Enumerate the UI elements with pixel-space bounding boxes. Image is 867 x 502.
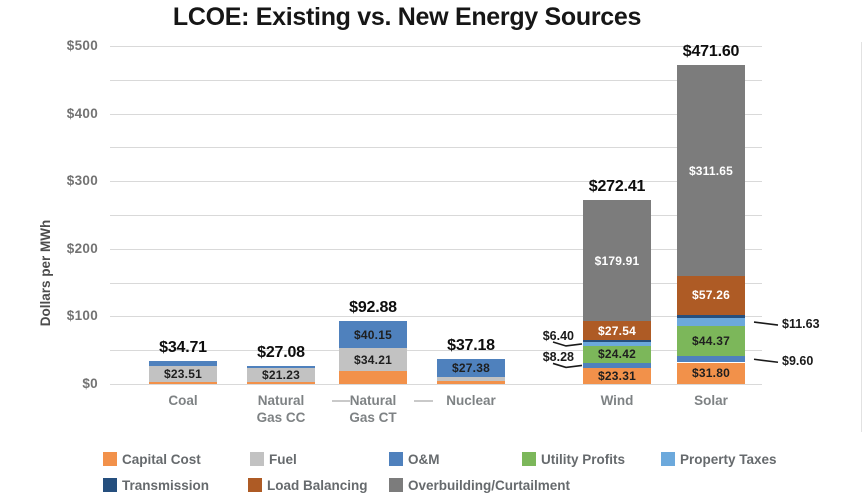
bar-segment-fuel: $34.21 <box>339 348 407 372</box>
bar-segment-fuel: $23.51 <box>149 365 217 382</box>
axis-artifact-dash-right <box>414 400 433 402</box>
bar-segment-overbuilding: $311.65 <box>677 65 745 276</box>
legend-label: Transmission <box>122 478 210 493</box>
bar-total-label: $27.08 <box>257 343 305 361</box>
chart-right-border <box>861 42 862 432</box>
gridline-250 <box>110 215 762 216</box>
legend-swatch-om <box>389 452 403 466</box>
bar-segment-load_balancing: $27.54 <box>583 321 651 341</box>
bar-segment-om <box>149 360 217 366</box>
bar-segment-om: $27.38 <box>437 358 505 378</box>
segment-value-label: $31.80 <box>692 366 730 381</box>
bar-segment-utility_profits: $24.42 <box>583 346 651 363</box>
y-axis-tick-label: $200 <box>66 240 98 256</box>
gridline-200 <box>110 248 762 250</box>
segment-value-label: $34.21 <box>354 352 392 367</box>
bar-segment-capital_cost <box>437 381 505 384</box>
callout-label: $9.60 <box>782 354 814 369</box>
bar-total-label: $272.41 <box>588 177 646 195</box>
bar-segment-transmission <box>583 340 651 342</box>
legend-swatch-transmission <box>103 478 117 492</box>
bar-segment-fuel <box>437 377 505 382</box>
segment-value-label: $40.15 <box>354 327 392 342</box>
bar-total-label: $471.60 <box>682 43 740 61</box>
segment-value-label: $23.51 <box>164 366 202 381</box>
segment-value-label: $27.54 <box>598 323 636 338</box>
bar-segment-om <box>583 362 651 369</box>
legend-swatch-capital_cost <box>103 452 117 466</box>
segment-value-label: $23.31 <box>598 369 636 384</box>
callout-label: $11.63 <box>782 317 820 332</box>
y-axis-title: Dollars per MWh <box>38 219 53 327</box>
bar-segment-om <box>247 365 315 369</box>
gridline-350 <box>110 147 762 149</box>
callout-label: $6.40 <box>542 328 574 343</box>
bar-total-label: $34.71 <box>159 338 207 356</box>
legend-swatch-overbuilding <box>389 478 403 492</box>
segment-value-label: $179.91 <box>594 253 640 268</box>
bar-segment-load_balancing: $57.26 <box>677 275 745 315</box>
bar-segment-transmission <box>677 314 745 319</box>
y-axis-tick-label: $400 <box>66 105 98 121</box>
x-axis-category-label: Natural Gas CC <box>256 393 306 425</box>
gridline-0 <box>110 384 762 385</box>
gridline-400 <box>110 113 762 115</box>
gridline-300 <box>110 181 762 183</box>
legend-label: O&M <box>408 452 440 467</box>
x-axis-category-label: Natural Gas CT <box>349 393 397 425</box>
legend-swatch-property_taxes <box>661 452 675 466</box>
x-axis-category-label: Coal <box>168 393 198 408</box>
gridline-150 <box>110 282 762 284</box>
legend-swatch-utility_profits <box>522 452 536 466</box>
segment-value-label: $24.42 <box>598 347 636 362</box>
bar-segment-property_taxes <box>583 341 651 347</box>
segment-value-label: $44.37 <box>692 334 730 348</box>
legend-label: Capital Cost <box>122 452 201 467</box>
bar-segment-capital_cost <box>149 381 217 384</box>
bar-total-label: $37.18 <box>447 336 495 354</box>
bar-segment-capital_cost <box>339 371 407 384</box>
bar-segment-property_taxes <box>677 318 745 327</box>
bar-segment-fuel: $21.23 <box>247 368 315 383</box>
x-axis-category-label: Nuclear <box>446 393 496 408</box>
bar-segment-utility_profits: $44.37 <box>677 326 745 356</box>
gridline-500 <box>110 46 762 47</box>
y-axis-tick-label: $100 <box>66 308 98 324</box>
bar-segment-om <box>677 356 745 363</box>
segment-value-label: $27.38 <box>452 361 490 376</box>
y-axis-tick-label: $300 <box>66 173 98 189</box>
legend-label: Load Balancing <box>267 478 368 493</box>
legend-label: Overbuilding/Curtailment <box>408 478 571 493</box>
gridline-450 <box>110 79 762 81</box>
bar-segment-capital_cost: $23.31 <box>583 368 651 384</box>
segment-value-label: $21.23 <box>262 368 300 383</box>
bar-segment-capital_cost: $31.80 <box>677 362 745 384</box>
gridline-50 <box>110 350 762 352</box>
legend-swatch-load_balancing <box>248 478 262 492</box>
bar-segment-overbuilding: $179.91 <box>583 199 651 322</box>
bar-segment-om: $40.15 <box>339 321 407 349</box>
x-axis-category-label: Solar <box>694 393 728 408</box>
legend-swatch-fuel <box>250 452 264 466</box>
gridline-100 <box>110 316 762 318</box>
legend-label: Fuel <box>269 452 297 467</box>
legend-label: Property Taxes <box>680 452 777 467</box>
y-axis-tick-label: $0 <box>82 376 98 391</box>
segment-value-label: $57.26 <box>692 288 730 303</box>
y-axis-tick-label: $500 <box>66 38 98 53</box>
bar-segment-capital_cost <box>247 382 315 384</box>
segment-value-label: $311.65 <box>688 163 734 178</box>
bar-total-label: $92.88 <box>349 299 397 317</box>
axis-artifact-dash-left <box>332 400 350 402</box>
chart-title: LCOE: Existing vs. New Energy Sources <box>172 3 642 31</box>
legend-label: Utility Profits <box>541 452 626 467</box>
callout-label: $8.28 <box>542 350 574 365</box>
x-axis-category-label: Wind <box>600 393 634 408</box>
